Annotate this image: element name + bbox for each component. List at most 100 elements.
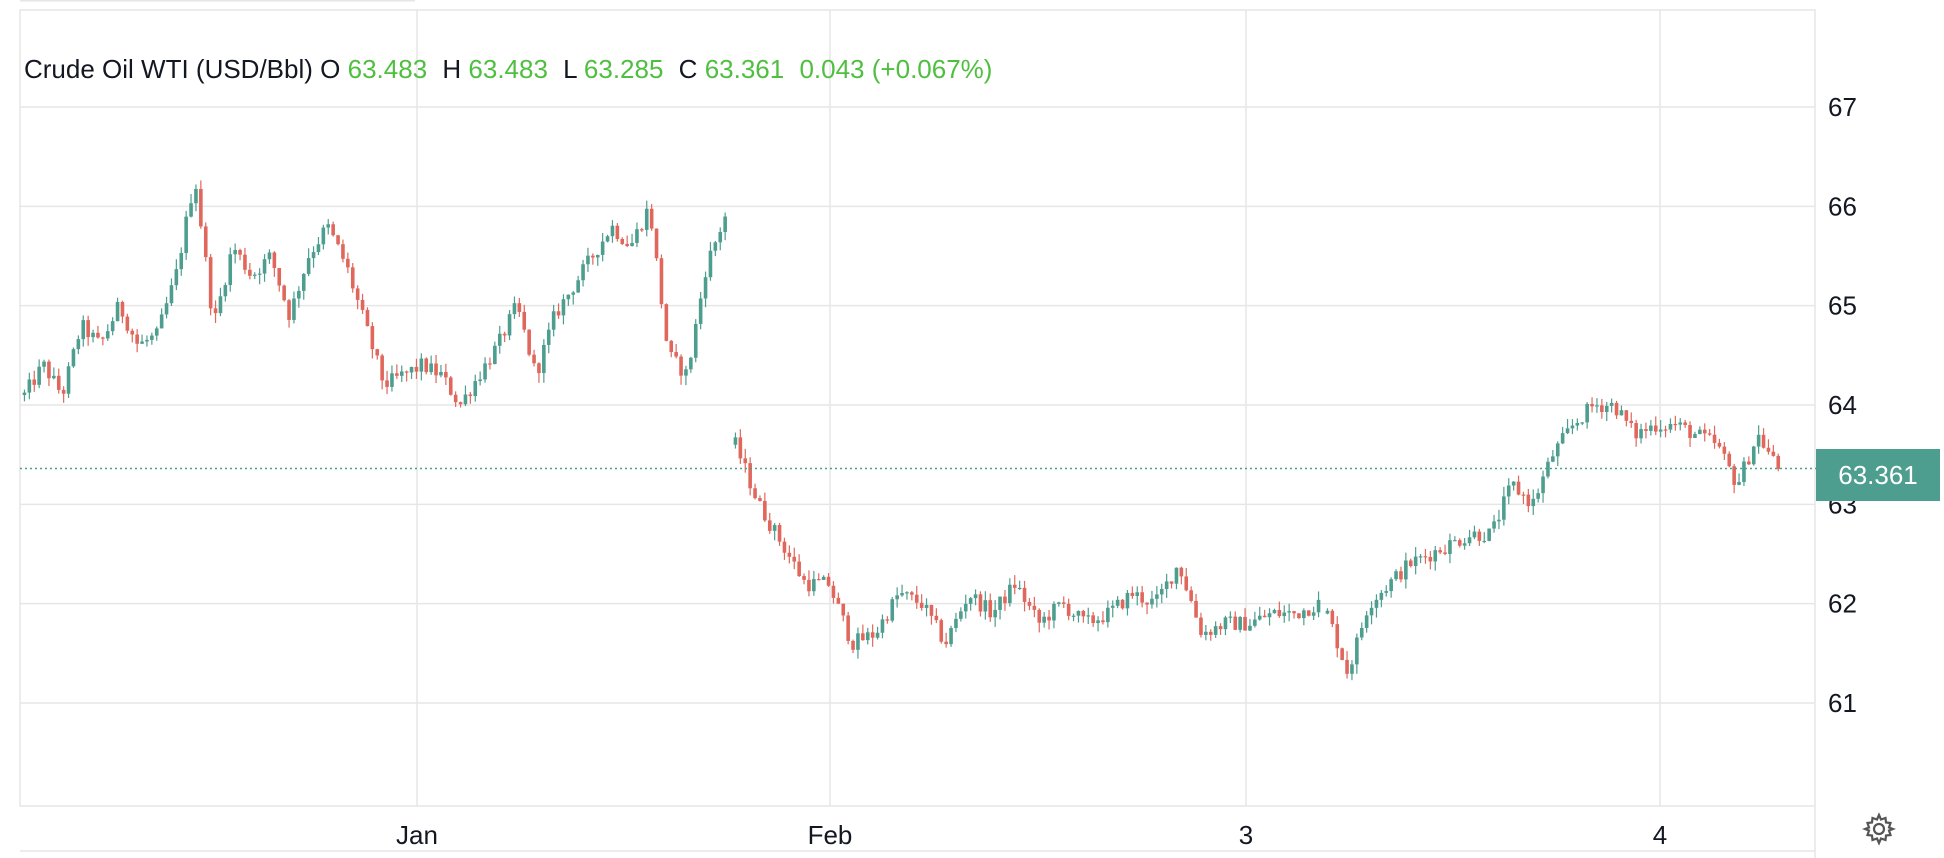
candle <box>517 297 522 317</box>
candle <box>1223 615 1228 636</box>
candle <box>1248 619 1252 632</box>
candle <box>1438 547 1442 555</box>
candle <box>905 591 909 600</box>
candle <box>395 364 399 379</box>
x-tick-label: 4 <box>1653 820 1667 850</box>
x-tick-label: Feb <box>808 820 853 850</box>
candle <box>1624 410 1629 427</box>
candle <box>1575 418 1580 431</box>
candle <box>772 522 777 541</box>
candle <box>1551 450 1555 463</box>
candle <box>1037 608 1042 633</box>
candle <box>1277 601 1282 618</box>
candle <box>674 344 678 359</box>
candle <box>1008 578 1012 607</box>
candle <box>448 375 453 396</box>
candle <box>1487 528 1491 542</box>
candle <box>1047 609 1051 630</box>
candle <box>1629 412 1634 428</box>
candle <box>1243 608 1247 631</box>
candle <box>321 224 326 250</box>
candle <box>1482 532 1487 544</box>
candle <box>900 584 904 597</box>
candle <box>453 391 458 407</box>
candle <box>679 354 683 385</box>
candle <box>910 590 914 601</box>
candle <box>826 572 831 587</box>
candle <box>1204 625 1208 641</box>
candle <box>978 591 983 617</box>
candle <box>1649 420 1653 436</box>
candle <box>1282 605 1287 623</box>
candle <box>71 347 76 368</box>
candle <box>983 591 988 620</box>
candle <box>1634 419 1638 447</box>
candle <box>973 589 978 606</box>
candle <box>311 246 316 268</box>
gear-icon[interactable] <box>1861 812 1897 846</box>
candle <box>885 616 890 624</box>
x-tick-label: Jan <box>396 820 438 850</box>
candle <box>1663 425 1668 438</box>
candle <box>689 356 693 373</box>
candle <box>66 362 71 398</box>
candle <box>988 593 993 622</box>
candle <box>1125 590 1130 616</box>
candle <box>1140 585 1144 608</box>
candle <box>738 429 743 464</box>
candle <box>125 313 130 334</box>
candle <box>841 603 846 622</box>
candle <box>1150 590 1154 609</box>
legend-change-value: 0.043 <box>799 54 865 84</box>
candle <box>272 251 277 277</box>
candle <box>1462 537 1467 550</box>
candle <box>1492 514 1496 533</box>
candle <box>341 239 345 263</box>
candle <box>1184 568 1189 592</box>
candle <box>444 363 448 386</box>
legend-open-value: 63.483 <box>347 54 428 84</box>
candle <box>1145 602 1149 615</box>
candle <box>1155 586 1159 608</box>
candle <box>649 203 654 231</box>
candle <box>959 607 963 622</box>
candle <box>473 374 478 402</box>
candle <box>262 254 267 282</box>
y-tick-label: 66 <box>1828 191 1857 221</box>
candle <box>763 492 767 523</box>
candle <box>1120 599 1125 610</box>
candle <box>1497 509 1501 530</box>
candle <box>625 235 629 248</box>
candle <box>532 349 536 367</box>
candle <box>301 273 306 300</box>
gear-icon-graphic <box>1861 812 1897 846</box>
candle <box>1335 616 1340 658</box>
candle <box>1228 611 1233 624</box>
candle <box>664 303 669 342</box>
candle <box>1389 577 1393 598</box>
candle <box>512 296 517 319</box>
candle <box>252 272 257 280</box>
candle <box>861 624 865 641</box>
candle <box>493 341 497 365</box>
candle <box>1702 423 1707 442</box>
y-tick-label: 61 <box>1828 688 1857 718</box>
candle <box>1761 428 1766 449</box>
candle <box>434 354 438 384</box>
candle <box>1546 457 1550 479</box>
candle <box>1604 401 1609 422</box>
candle <box>228 247 233 292</box>
candle <box>458 401 463 408</box>
candle <box>1311 606 1316 621</box>
candle <box>1379 589 1384 608</box>
candle <box>1756 425 1761 454</box>
candle <box>851 639 855 654</box>
candle <box>370 322 375 359</box>
candle <box>635 222 639 248</box>
candle <box>47 359 51 387</box>
candle <box>537 362 541 383</box>
candle <box>1457 538 1462 548</box>
candle <box>1110 600 1115 618</box>
